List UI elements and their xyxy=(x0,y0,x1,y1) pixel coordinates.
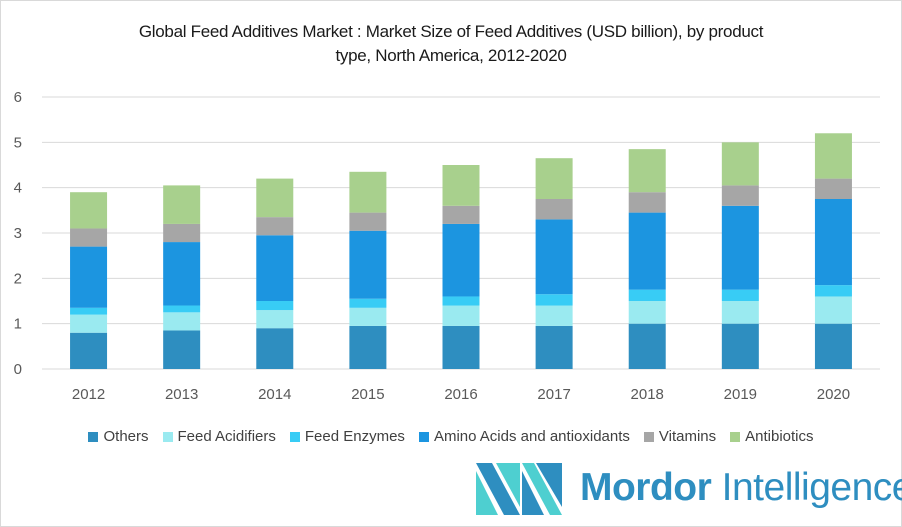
bar-segment-antibiotics xyxy=(349,171,387,213)
chart-title-line-1: Global Feed Additives Market : Market Si… xyxy=(138,22,764,41)
bar-segment-feed-acidifiers xyxy=(814,296,852,324)
logo-wordmark: Mordor Intelligence xyxy=(580,466,902,510)
y-tick-label: 1 xyxy=(14,316,22,333)
bar-segment-feed-acidifiers xyxy=(163,312,201,331)
bar-segment-others xyxy=(442,325,480,369)
logo-word-intelligence: Intelligence xyxy=(721,466,902,509)
bar-segment-antibiotics xyxy=(721,142,759,186)
bar-segment-vitamins xyxy=(70,228,108,247)
legend-swatch xyxy=(418,431,429,442)
legend-swatch xyxy=(643,431,654,442)
mordor-logo-icon xyxy=(476,463,562,515)
bar-segment-feed-enzymes xyxy=(721,289,759,301)
bar-segment-feed-enzymes xyxy=(442,296,480,306)
y-tick-label: 0 xyxy=(14,361,22,378)
bar-segment-amino-acids-and-antioxidants xyxy=(814,199,852,286)
bar-segment-feed-acidifiers xyxy=(442,305,480,326)
bar-segment-vitamins xyxy=(256,217,294,236)
x-tick-label: 2013 xyxy=(165,386,198,403)
x-tick-label: 2020 xyxy=(817,386,850,403)
legend-swatch xyxy=(289,431,300,442)
bar-segment-feed-acidifiers xyxy=(70,314,108,333)
y-tick-label: 2 xyxy=(14,270,22,287)
bar-segment-vitamins xyxy=(535,199,573,220)
bar-segment-feed-acidifiers xyxy=(535,305,573,326)
legend-swatch xyxy=(730,431,741,442)
legend-item: Others xyxy=(88,428,149,445)
bar-segment-others xyxy=(628,323,666,369)
x-tick-label: 2017 xyxy=(537,386,570,403)
bar-segment-feed-enzymes xyxy=(70,307,108,315)
bar-segment-feed-enzymes xyxy=(628,289,666,301)
bar-segment-feed-enzymes xyxy=(814,285,852,297)
bar-segment-feed-enzymes xyxy=(256,301,294,311)
bar-segment-amino-acids-and-antioxidants xyxy=(256,235,294,301)
bar-segment-amino-acids-and-antioxidants xyxy=(163,242,201,306)
x-tick-label: 2016 xyxy=(444,386,477,403)
bar-segment-antibiotics xyxy=(163,185,201,224)
legend-swatch xyxy=(88,431,99,442)
legend-item: Amino Acids and antioxidants xyxy=(418,428,630,445)
bar-segment-others xyxy=(70,332,108,369)
bar-segment-amino-acids-and-antioxidants xyxy=(628,212,666,290)
legend-swatch xyxy=(162,431,173,442)
bar-segment-antibiotics xyxy=(256,178,294,218)
legend-item: Vitamins xyxy=(643,428,717,445)
legend-label: Feed Acidifiers xyxy=(177,428,276,445)
legend-label: Antibiotics xyxy=(745,428,814,445)
legend-label: Amino Acids and antioxidants xyxy=(433,428,630,445)
bar-segment-feed-acidifiers xyxy=(256,310,294,329)
legend-label: Feed Enzymes xyxy=(304,428,405,445)
bar-segment-antibiotics xyxy=(442,165,480,206)
bar-segment-feed-acidifiers xyxy=(721,301,759,324)
bar-segment-vitamins xyxy=(163,223,201,243)
bar-segment-vitamins xyxy=(814,178,852,199)
bar-segment-antibiotics xyxy=(628,149,666,193)
legend-item: Feed Acidifiers xyxy=(162,428,276,445)
legend-item: Antibiotics xyxy=(730,428,814,445)
chart-title: Global Feed Additives Market : Market Si… xyxy=(0,20,902,68)
bar-segment-vitamins xyxy=(349,212,387,231)
bar-segment-others xyxy=(256,328,294,369)
bar-segment-feed-acidifiers xyxy=(628,301,666,324)
x-tick-label: 2019 xyxy=(724,386,757,403)
bar-segment-vitamins xyxy=(442,205,480,224)
y-tick-label: 4 xyxy=(14,180,22,197)
stacked-bar-chart: 0 1 2 3 4 5 6 2012 2013 2014 2015 2016 2017 2018 2019 2… xyxy=(14,89,880,403)
legend-label: Vitamins xyxy=(658,428,717,445)
x-tick-label: 2012 xyxy=(72,386,105,403)
legend-label: Others xyxy=(103,428,149,445)
bar-segment-feed-enzymes xyxy=(349,298,387,308)
x-tick-label: 2015 xyxy=(351,386,384,403)
bar-segment-others xyxy=(163,330,201,369)
x-tick-label: 2014 xyxy=(258,386,291,403)
legend-item: Feed Enzymes xyxy=(289,428,405,445)
bar-segment-antibiotics xyxy=(814,133,852,179)
chart-title-line-2: type, North America, 2012-2020 xyxy=(335,46,567,65)
bar-segment-others xyxy=(535,325,573,369)
bar-segment-feed-enzymes xyxy=(163,305,201,313)
y-tick-label: 3 xyxy=(14,225,22,242)
bar-segment-vitamins xyxy=(721,185,759,206)
bar-segment-others xyxy=(349,325,387,369)
x-tick-label: 2018 xyxy=(631,386,664,403)
y-tick-label: 6 xyxy=(14,89,22,106)
bar-segment-amino-acids-and-antioxidants xyxy=(442,223,480,297)
y-tick-label: 5 xyxy=(14,134,22,151)
bar-segment-others xyxy=(721,323,759,369)
bar-segment-amino-acids-and-antioxidants xyxy=(349,230,387,299)
bar-segment-others xyxy=(814,323,852,369)
bar-segment-amino-acids-and-antioxidants xyxy=(535,219,573,295)
bar-segment-feed-enzymes xyxy=(535,294,573,306)
logo-word-mordor: Mordor xyxy=(580,466,712,509)
bar-segment-feed-acidifiers xyxy=(349,307,387,326)
bar-segment-antibiotics xyxy=(70,192,108,229)
bar-segment-amino-acids-and-antioxidants xyxy=(70,246,108,308)
bar-segment-amino-acids-and-antioxidants xyxy=(721,205,759,290)
bar-segment-antibiotics xyxy=(535,158,573,199)
bar-segment-vitamins xyxy=(628,192,666,213)
legend: Others Feed Acidifiers Feed Enzymes Amino A… xyxy=(0,428,902,445)
